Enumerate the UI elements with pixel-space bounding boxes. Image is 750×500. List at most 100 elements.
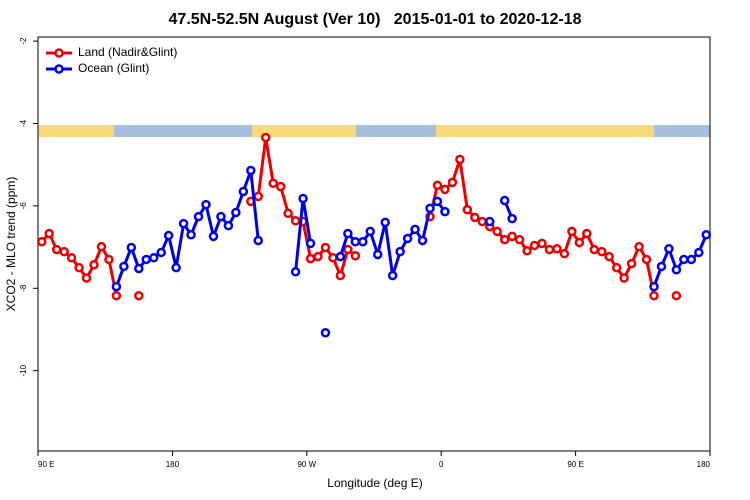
data-point [462,204,473,215]
data-point [641,254,652,265]
data-point [514,234,525,245]
y-tick-label: -8 [19,284,28,292]
x-tick-label: 90 E [38,460,54,469]
data-point [343,244,353,255]
data-point [477,216,488,227]
data-point [544,244,555,255]
data-point [440,206,450,217]
data-point [81,273,92,283]
data-point [395,246,405,257]
data-point [664,243,674,254]
data-point [171,262,181,273]
data-point [694,247,704,258]
ocean-band [356,125,436,137]
ocean-band [654,125,710,137]
data-point [402,233,413,244]
data-point [358,236,368,247]
legend-label: Ocean (Glint) [78,61,149,75]
y-tick-label: -2 [19,37,28,45]
data-point [432,196,443,207]
data-point [447,177,458,188]
data-point [604,251,614,262]
data-point [380,217,390,228]
data-point [649,290,659,301]
data-point [313,251,323,262]
legend: Land (Nadir&Glint) Ocean (Glint) [46,45,177,75]
data-point [223,220,234,231]
x-tick-label: 0 [439,460,444,469]
data-point [201,199,211,210]
data-point [298,193,308,204]
data-point [238,186,249,197]
x-tick-label: 90 E [567,460,583,469]
data-point [246,165,256,176]
data-point [671,264,682,275]
data-point [36,236,47,247]
data-point [455,154,465,165]
data-point [141,254,152,265]
data-point [335,251,346,262]
data-point [59,246,69,257]
data-point [350,250,361,261]
data-point [634,241,644,252]
series [38,134,680,299]
data-point [275,181,286,192]
data-point [470,212,480,223]
y-tick-label: -10 [19,364,28,376]
y-axis-label: XCO2 - MLO trend (ppm) [4,177,18,312]
data-point [134,263,144,274]
x-tick-label: 180 [697,460,711,469]
legend-marker [54,48,64,58]
data-point [305,238,316,249]
data-point [111,281,122,292]
legend-label: Land (Nadir&Glint) [78,45,177,59]
data-point [440,184,450,195]
data-point [626,258,637,269]
data-point [193,211,204,222]
data-point [484,216,495,227]
data-point [596,246,607,257]
data-point [619,273,629,283]
data-point [529,240,540,251]
series [111,165,712,338]
data-point [305,253,316,264]
data-point [178,218,189,229]
data-point [186,229,196,240]
data-point [507,231,517,242]
data-point [417,235,428,246]
data-point [268,178,278,188]
ocean-band [114,125,252,137]
data-point [567,226,577,237]
data-point [290,267,301,277]
data-point [372,249,383,260]
data-point [507,213,517,224]
legend-marker [54,64,64,74]
data-point [290,215,301,226]
data-point [208,231,219,242]
data-point [253,235,264,246]
data-point [410,224,420,235]
data-point [163,230,174,241]
data-point [559,248,570,259]
data-point [156,247,166,258]
data-point [134,290,144,301]
y-tick-label: -6 [19,202,28,210]
data-point [574,237,585,248]
land-ocean-strip [38,125,710,137]
data-point [89,260,99,270]
data-point [589,244,600,255]
data-point [679,254,689,265]
data-point [686,254,697,265]
x-tick-label: 180 [166,460,180,469]
data-point [350,236,361,247]
data-point [701,229,712,240]
data-point [126,242,137,253]
data-point [44,228,54,239]
data-point [119,261,129,272]
data-point [611,262,622,273]
data-point [253,191,264,202]
data-point [671,290,682,301]
data-point [320,242,331,253]
y-tick-label: -4 [19,119,28,127]
x-axis-label: Longitude (deg E) [327,476,422,490]
